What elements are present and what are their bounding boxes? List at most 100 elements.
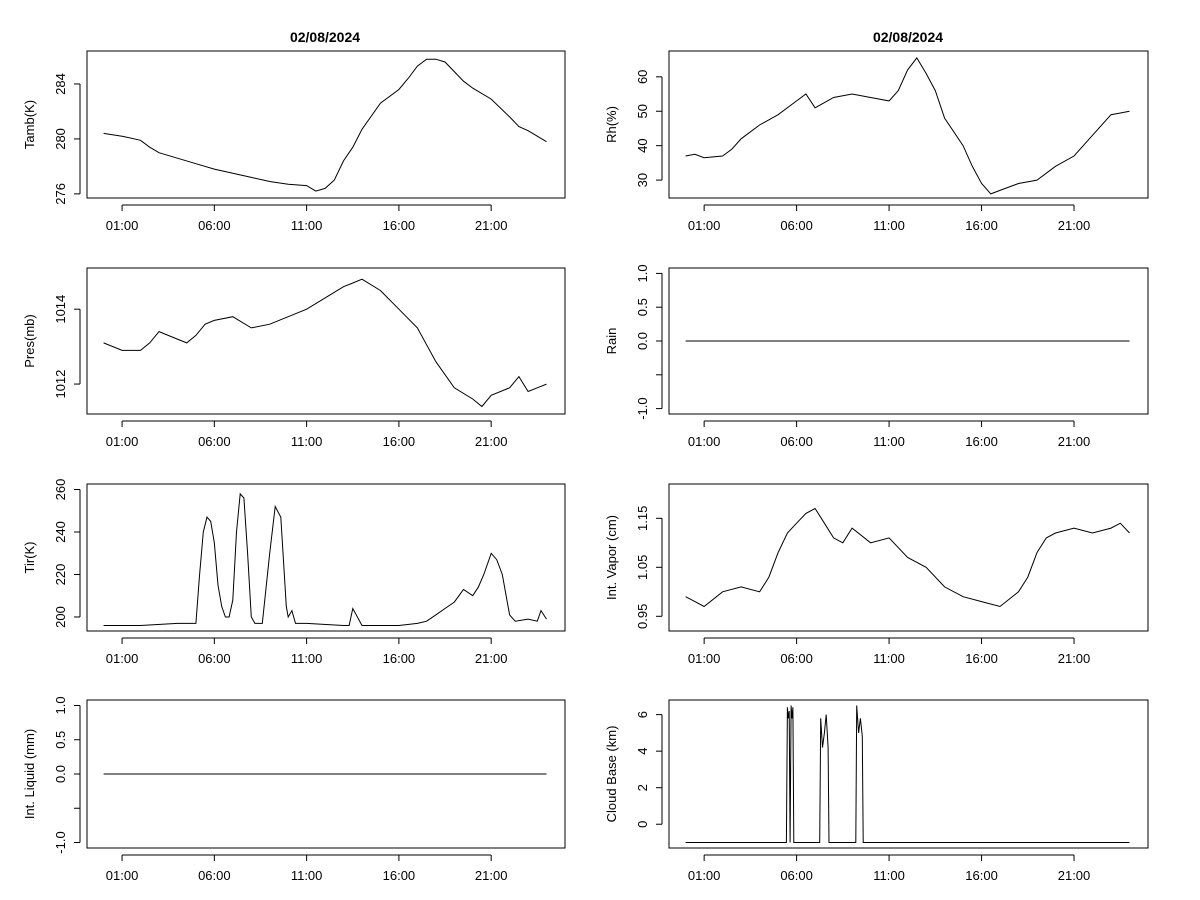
y-tick-label: 276 (53, 183, 68, 205)
plot-frame (86, 699, 566, 849)
series-line-rh (685, 57, 1130, 195)
x-tick-label: 06:00 (780, 218, 813, 233)
y-tick-label: 1.05 (635, 555, 650, 580)
y-tick-label: 40 (635, 138, 650, 152)
chart-panel-tir: 01:00 06:00 11:00 16:00 21:00 200 220 240 260 Tir… (22, 479, 566, 666)
x-tick-label: 16:00 (965, 218, 998, 233)
x-tick-label: 21:00 (1058, 434, 1091, 449)
y-tick-label: -1.0 (635, 397, 650, 419)
x-tick-label: 06:00 (780, 868, 813, 883)
plot-frame (668, 483, 1149, 632)
x-tick-label: 16:00 (965, 434, 998, 449)
x-tick-label: 16:00 (383, 218, 416, 233)
y-tick-label: 200 (53, 606, 68, 628)
chart-title-right: 02/08/2024 (873, 29, 943, 45)
chart-panel-cloudbase: 01:00 06:00 11:00 16:00 21:00 0 2 4 6 Cloud Base … (604, 699, 1149, 883)
x-tick-label: 01:00 (688, 868, 721, 883)
x-tick-label: 06:00 (780, 651, 813, 666)
x-tick-label: 11:00 (291, 434, 323, 449)
x-tick-label: 11:00 (291, 868, 323, 883)
y-tick-label: 30 (635, 173, 650, 187)
series-line-cloudbase (685, 705, 1130, 843)
y-tick-label: 280 (53, 128, 68, 150)
chart-panel-intliquid: 01:00 06:00 11:00 16:00 21:00 -1.0 0.0 0.5 1.0 In… (22, 696, 566, 883)
plot-frame (668, 699, 1149, 849)
y-tick-label: 6 (635, 711, 650, 718)
y-tick-label: 60 (635, 70, 650, 84)
x-tick-label: 01:00 (106, 868, 139, 883)
x-tick-label: 06:00 (198, 218, 231, 233)
x-tick-label: 21:00 (1058, 218, 1091, 233)
y-tick-label: 0.5 (635, 298, 650, 316)
y-tick-label: 1.0 (635, 264, 650, 282)
plot-frame (86, 267, 566, 415)
y-axis-label: Rain (604, 328, 619, 355)
x-tick-label: 01:00 (106, 218, 139, 233)
x-tick-label: 11:00 (873, 868, 905, 883)
chart-panels: 01:00 06:00 11:00 16:00 21:00 276 280 284 Tamb(K… (22, 50, 1149, 883)
plot-frame (668, 267, 1149, 415)
y-axis-label: Tamb(K) (22, 100, 37, 149)
x-tick-label: 16:00 (383, 651, 416, 666)
y-tick-label: 284 (53, 73, 68, 95)
x-tick-label: 16:00 (383, 434, 416, 449)
y-tick-label: 1012 (53, 370, 68, 399)
y-tick-label: 1.0 (53, 696, 68, 714)
y-tick-label: 0 (635, 821, 650, 828)
y-axis-label: Rh(%) (604, 106, 619, 143)
x-tick-label: 16:00 (383, 868, 416, 883)
x-tick-label: 11:00 (873, 218, 905, 233)
y-tick-label: 0.95 (635, 604, 650, 629)
y-tick-label: 240 (53, 521, 68, 543)
x-tick-label: 01:00 (688, 434, 721, 449)
y-tick-label: 260 (53, 479, 68, 501)
x-tick-label: 06:00 (198, 868, 231, 883)
x-tick-label: 11:00 (291, 218, 323, 233)
series-line-pres (103, 278, 547, 408)
plot-frame (668, 50, 1149, 199)
series-line-tir (103, 492, 547, 626)
y-tick-label: 1014 (53, 295, 68, 324)
x-tick-label: 06:00 (198, 651, 231, 666)
y-axis-label: Int. Vapor (cm) (604, 515, 619, 600)
series-line-tamb (103, 58, 547, 192)
x-tick-label: 11:00 (873, 434, 905, 449)
y-tick-label: 0.0 (53, 765, 68, 783)
x-tick-label: 01:00 (688, 218, 721, 233)
x-tick-label: 16:00 (965, 651, 998, 666)
x-tick-label: 11:00 (873, 651, 905, 666)
x-tick-label: 21:00 (475, 651, 508, 666)
y-axis-label: Pres(mb) (22, 314, 37, 367)
x-tick-label: 01:00 (688, 651, 721, 666)
y-axis-label: Cloud Base (km) (604, 726, 619, 823)
y-tick-label: 1.15 (635, 506, 650, 531)
y-tick-label: 220 (53, 564, 68, 586)
chart-panel-intvapor: 01:00 06:00 11:00 16:00 21:00 0.95 1.05 1.15 Int… (604, 483, 1149, 666)
x-tick-label: 06:00 (780, 434, 813, 449)
x-tick-label: 16:00 (965, 868, 998, 883)
x-tick-label: 11:00 (291, 651, 323, 666)
x-tick-label: 01:00 (106, 434, 139, 449)
plot-frame (86, 50, 566, 199)
x-tick-label: 06:00 (198, 434, 231, 449)
x-tick-label: 21:00 (475, 434, 508, 449)
y-tick-label: 4 (635, 748, 650, 755)
y-tick-label: -1.0 (53, 831, 68, 853)
x-tick-label: 21:00 (1058, 651, 1091, 666)
chart-panel-pres: 01:00 06:00 11:00 16:00 21:00 1012 1014 Pres(mb… (22, 267, 566, 449)
series-line-intvapor (685, 507, 1130, 608)
chart-panel-rh: 01:00 06:00 11:00 16:00 21:00 30 40 50 60 Rh(%) (604, 50, 1149, 233)
y-tick-label: 0.0 (635, 332, 650, 350)
x-tick-label: 21:00 (475, 868, 508, 883)
chart-title-left: 02/08/2024 (290, 29, 360, 45)
plot-frame (86, 483, 566, 632)
x-tick-label: 21:00 (1058, 868, 1091, 883)
y-axis-label: Tir(K) (22, 541, 37, 573)
y-tick-label: 2 (635, 784, 650, 791)
x-tick-label: 21:00 (475, 218, 508, 233)
x-tick-label: 01:00 (106, 651, 139, 666)
y-axis-label: Int. Liquid (mm) (22, 729, 37, 819)
chart-panel-rain: 01:00 06:00 11:00 16:00 21:00 -1.0 0.0 0.5 1.0 Ra… (604, 264, 1149, 449)
